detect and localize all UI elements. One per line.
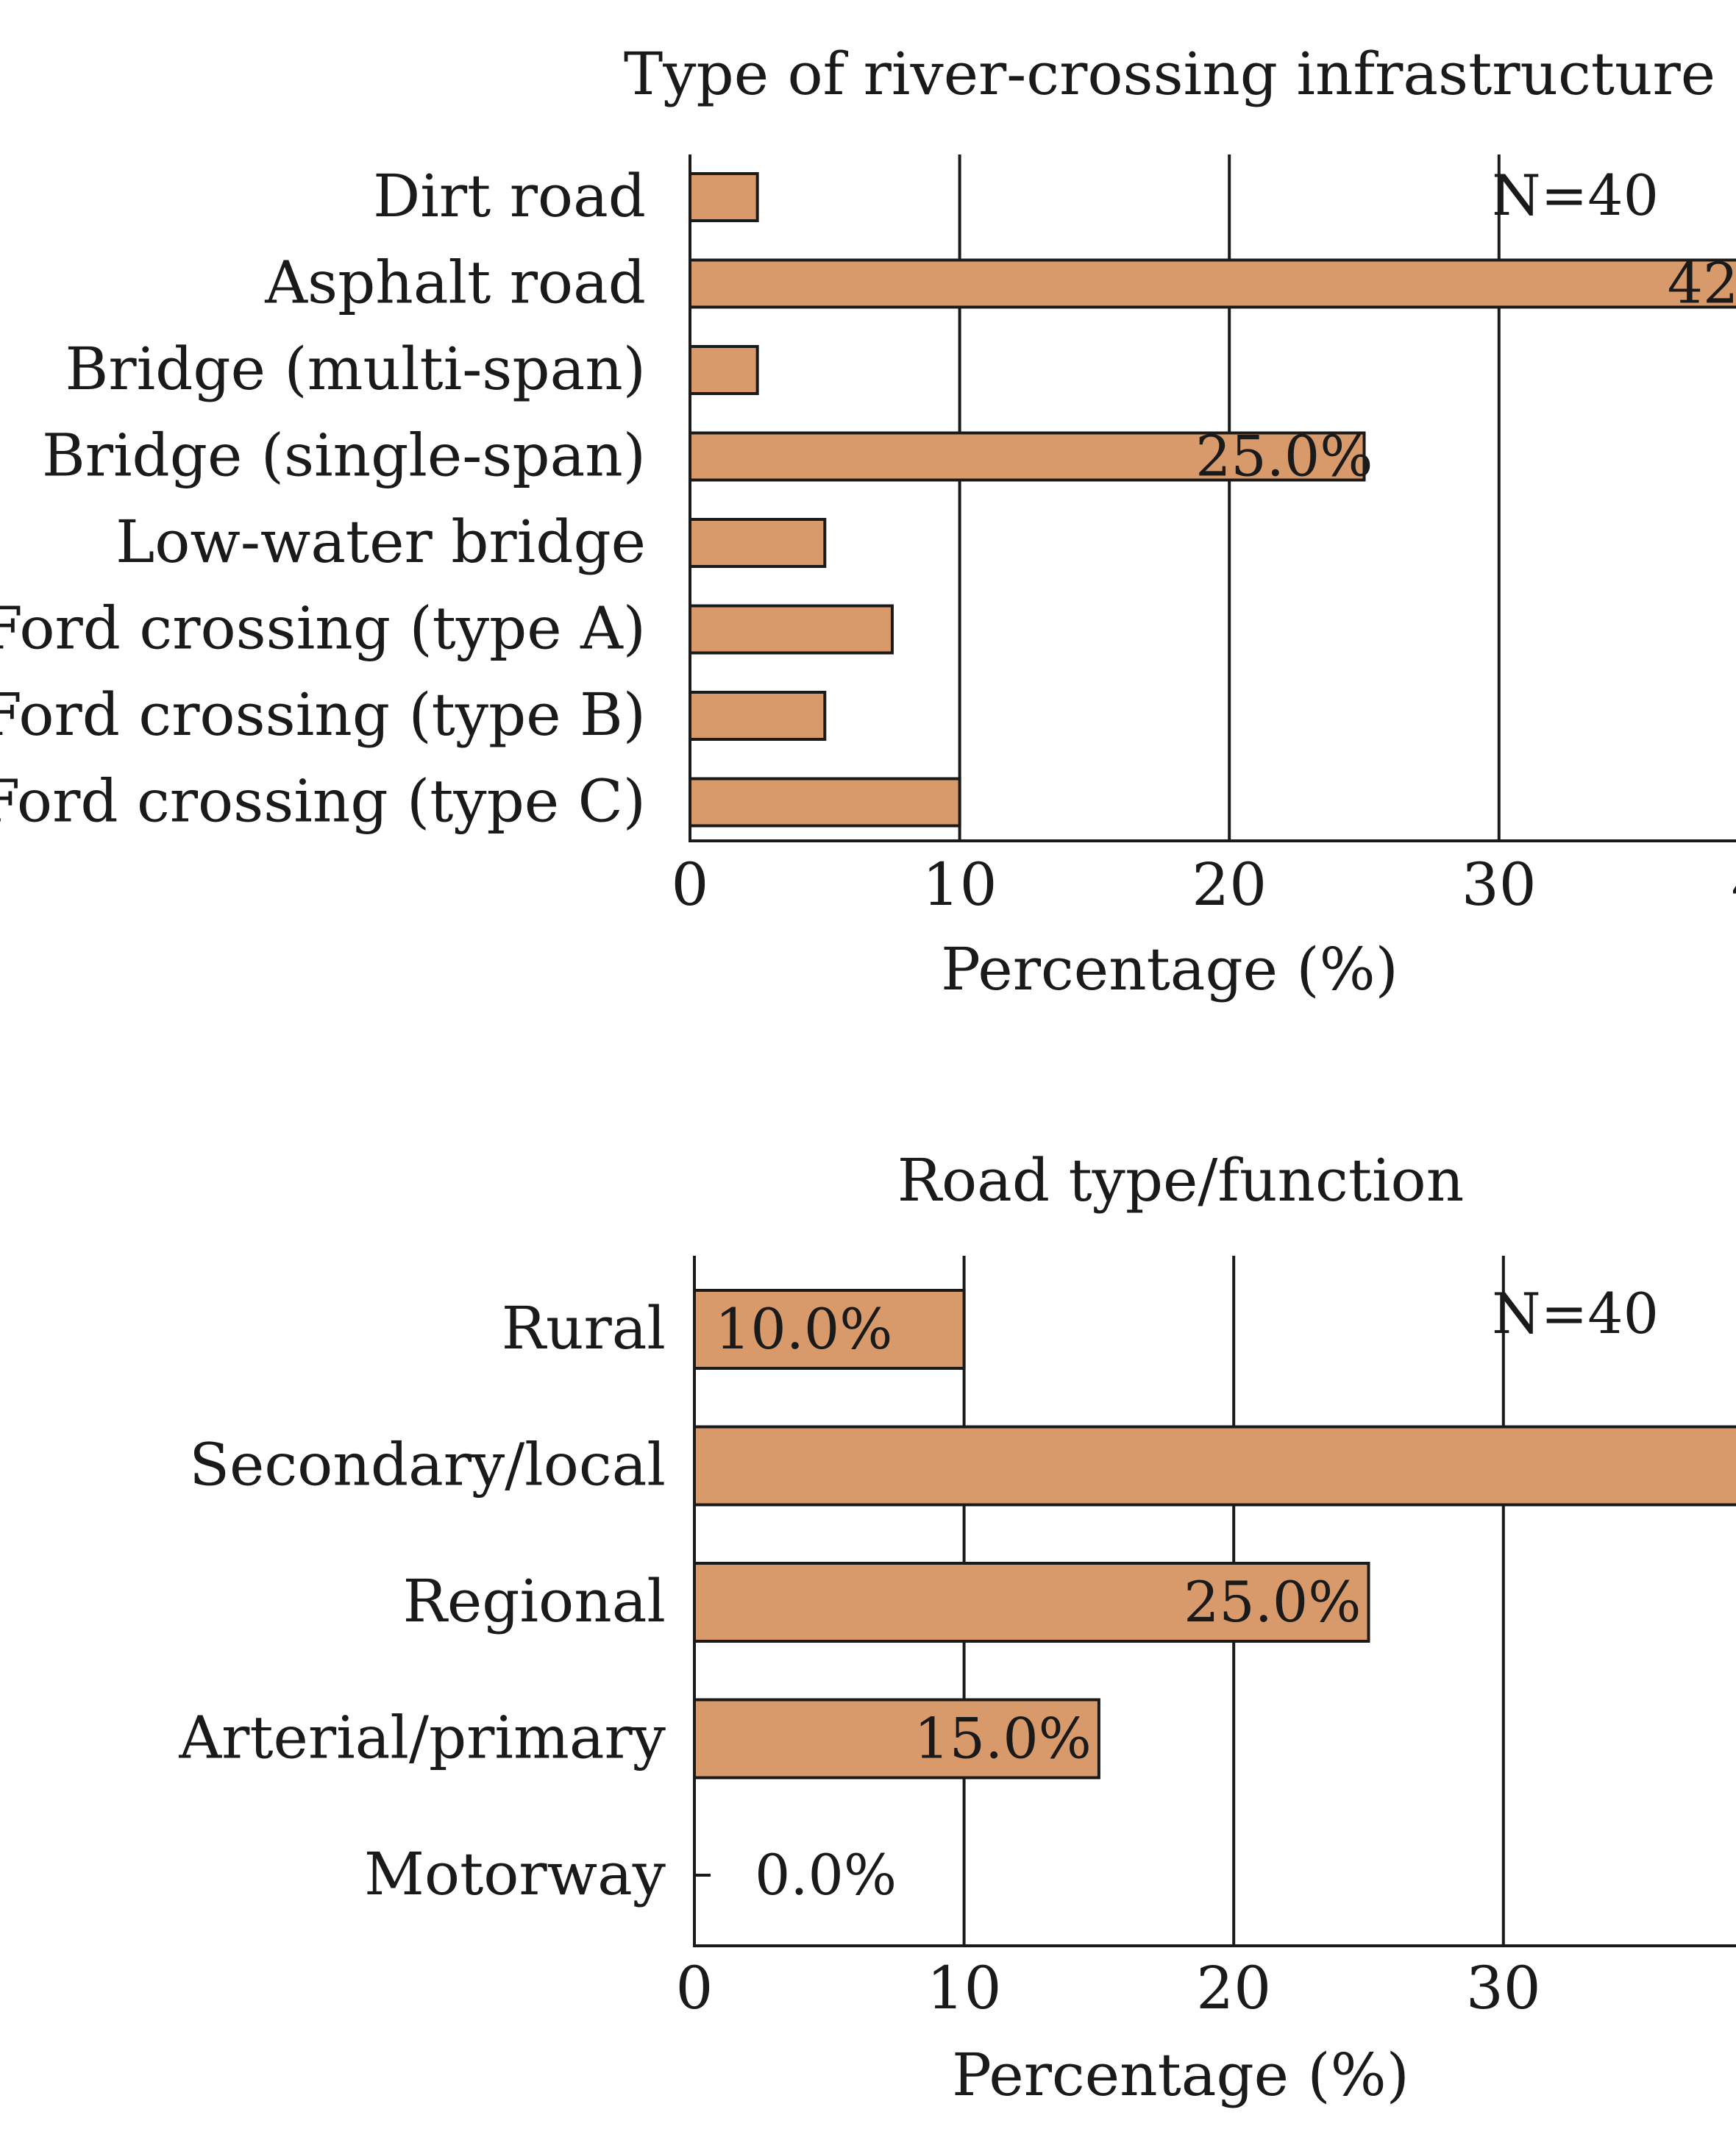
chart-title: Road type/function: [897, 1146, 1464, 1215]
x-tick-label: 10: [922, 850, 997, 919]
x-tick-label: 30: [1462, 850, 1537, 919]
bar: [689, 431, 1366, 482]
bar: [689, 258, 1736, 309]
category-label: Asphalt road: [264, 249, 646, 317]
x-axis-title: Percentage (%): [941, 935, 1398, 1003]
category-label: Bridge (multi-span): [65, 335, 646, 403]
category-label: Rural: [502, 1294, 666, 1362]
sample-size-annotation: N=40: [1492, 163, 1659, 228]
bar: [693, 1425, 1736, 1507]
sample-size-annotation: N=40: [1492, 1281, 1659, 1346]
category-label: Ford crossing (type B): [0, 680, 646, 749]
category-label: Bridge (single-span): [42, 422, 646, 490]
bar: [693, 1562, 1370, 1643]
x-tick-label: 0: [676, 1954, 714, 2022]
data-label: 25.0%: [1195, 424, 1373, 489]
x-axis-title: Percentage (%): [952, 2041, 1409, 2109]
data-label: 15.0%: [914, 1706, 1091, 1771]
data-label: 42.5%: [1668, 251, 1736, 316]
bar: [689, 604, 894, 655]
bar: [689, 172, 759, 222]
x-tick-label: 0: [672, 850, 709, 919]
category-label: Dirt road: [373, 162, 646, 230]
data-label: 10.0%: [715, 1296, 892, 1362]
bar: [689, 691, 827, 741]
data-label: 0.0%: [755, 1842, 897, 1908]
chart-title: Type of river-crossing infrastructure: [624, 40, 1715, 108]
x-tick-label: 20: [1196, 1954, 1271, 2022]
bar: [689, 518, 827, 568]
data-label: 25.0%: [1184, 1569, 1361, 1635]
x-tick-label: 30: [1466, 1954, 1541, 2022]
bar: [689, 345, 759, 395]
category-label: Arterial/primary: [178, 1704, 666, 1772]
bar: [693, 1698, 1100, 1780]
road-type-chart: Road type/function N=40 Percentage (%) 0…: [178, 1146, 1736, 2109]
category-label: Regional: [403, 1567, 666, 1635]
x-tick-label: 10: [927, 1954, 1002, 2022]
x-tick-label: 40: [1732, 850, 1736, 919]
category-label: Ford crossing (type C): [0, 767, 646, 836]
bar: [693, 1289, 966, 1370]
infrastructure-chart: Type of river-crossing infrastructure N=…: [0, 40, 1736, 1003]
category-label: Ford crossing (type A): [0, 594, 646, 663]
category-label: Low-water bridge: [115, 508, 646, 576]
category-label: Secondary/local: [189, 1431, 666, 1499]
category-label: Motorway: [364, 1840, 666, 1908]
x-tick-label: 20: [1192, 850, 1267, 919]
bar: [689, 777, 961, 828]
